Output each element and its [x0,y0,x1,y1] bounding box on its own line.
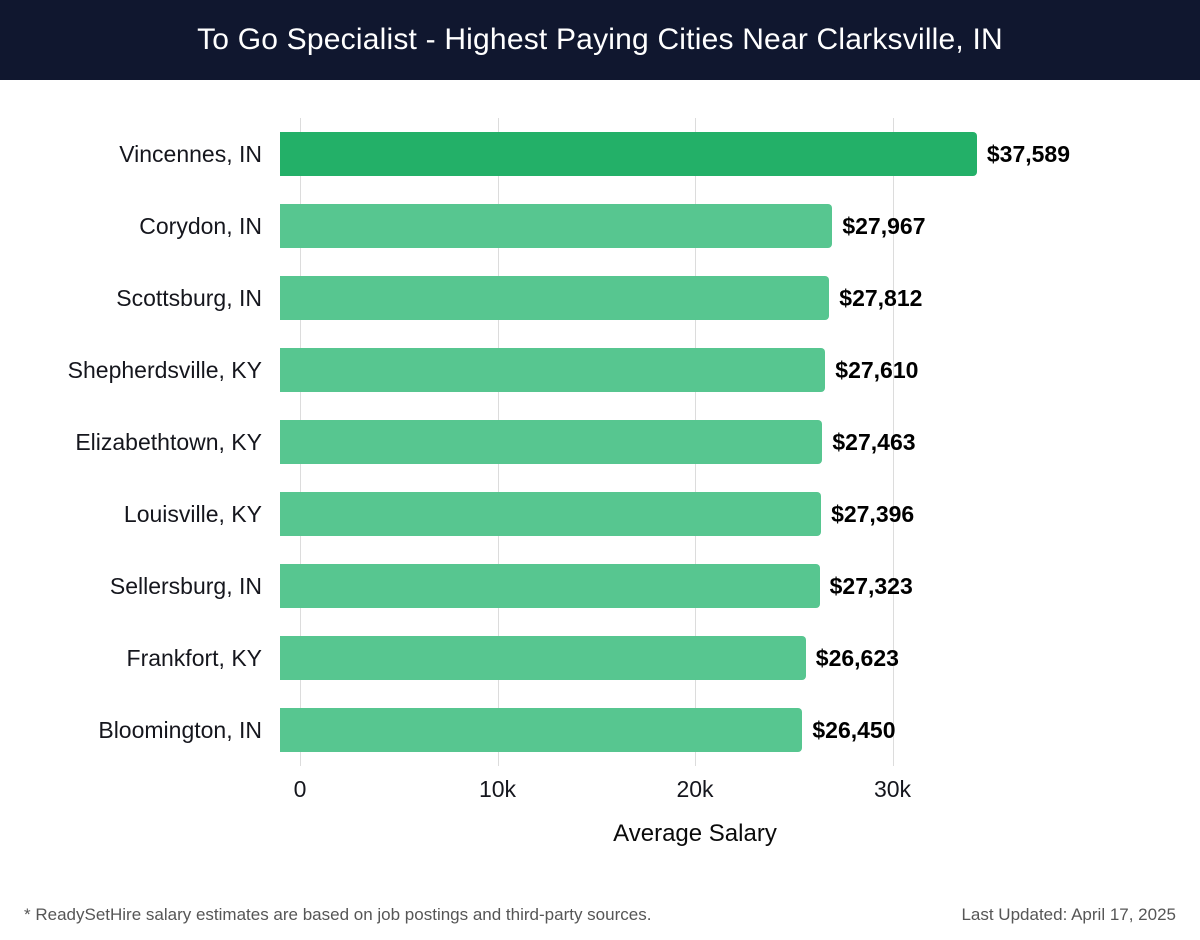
value-label: $27,610 [835,356,919,383]
last-updated: Last Updated: April 17, 2025 [961,905,1176,924]
bar-track: $27,812 [280,276,1070,320]
value-label: $27,323 [829,572,913,599]
category-label: Bloomington, IN [98,716,262,743]
value-label: $26,623 [815,644,899,671]
category-label: Corydon, IN [139,212,262,239]
bar-row: Elizabethtown, KY $27,463 [0,406,1200,478]
bar [280,132,977,176]
category-label: Vincennes, IN [119,140,262,167]
footnote: * ReadySetHire salary estimates are base… [24,905,652,924]
chart-rows: Vincennes, IN $37,589 Corydon, IN $27,967 Sc… [0,118,1200,766]
x-tick-label: 20k [676,776,714,802]
x-axis-ticks: 0 10k 20k 30k [294,766,1090,806]
bar [280,276,830,320]
bar [280,564,820,608]
bar-track: $27,396 [280,492,1070,536]
bar-chart: Vincennes, IN $37,589 Corydon, IN $27,967 Sc… [0,118,1200,848]
category-label: Frankfort, KY [126,644,262,671]
x-tick-label: 30k [873,776,912,802]
value-label: $37,589 [986,140,1070,167]
bar-track: $27,463 [280,420,1070,464]
bar-track: $27,610 [280,348,1070,392]
x-axis-label: Average Salary [613,820,777,847]
category-label: Scottsburg, IN [116,284,262,311]
bar-track: $27,323 [280,564,1070,608]
bar-row: Corydon, IN $27,967 [0,190,1200,262]
bar [280,420,823,464]
value-label: $27,812 [839,284,923,311]
category-label: Shepherdsville, KY [67,356,262,383]
bar-row: Louisville, KY $27,396 [0,478,1200,550]
bar-track: $26,450 [280,708,1070,752]
bar-row: Sellersburg, IN $27,323 [0,550,1200,622]
value-label: $27,396 [831,500,915,527]
bar-track: $37,589 [280,132,1070,176]
category-label: Louisville, KY [123,500,262,527]
bar [280,492,822,536]
category-label: Sellersburg, IN [109,572,262,599]
bar-row: Frankfort, KY $26,623 [0,622,1200,694]
chart-footer: * ReadySetHire salary estimates are base… [0,890,1200,940]
page-title: To Go Specialist - Highest Paying Cities… [197,23,1003,56]
value-label: $27,967 [842,212,926,239]
chart-title-bar: To Go Specialist - Highest Paying Cities… [0,0,1200,80]
bar [280,204,833,248]
x-tick-label: 0 [293,776,307,802]
bar [280,636,806,680]
bar-track: $26,623 [280,636,1070,680]
value-label: $27,463 [832,428,916,455]
bar-row: Vincennes, IN $37,589 [0,118,1200,190]
bar-track: $27,967 [280,204,1070,248]
bar-row: Scottsburg, IN $27,812 [0,262,1200,334]
x-tick-label: 10k [478,776,517,802]
bar [280,708,803,752]
value-label: $26,450 [812,716,896,743]
category-label: Elizabethtown, KY [75,428,262,455]
bar-row: Shepherdsville, KY $27,610 [0,334,1200,406]
bar [280,348,826,392]
bar-row: Bloomington, IN $26,450 [0,694,1200,766]
